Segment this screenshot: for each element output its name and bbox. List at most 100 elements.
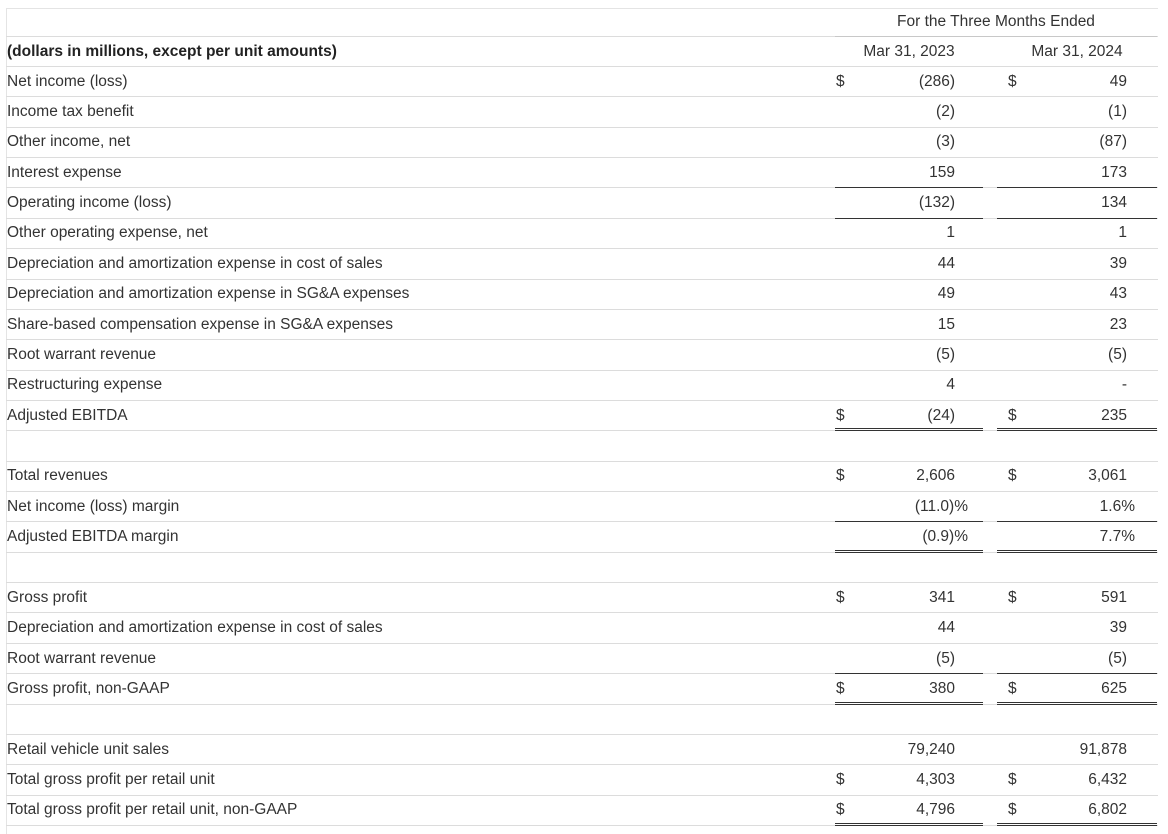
value-rule (835, 217, 983, 219)
value: 15 (937, 315, 955, 333)
row-label: Depreciation and amortization expense in… (7, 619, 383, 637)
currency: $ (836, 406, 845, 424)
table-row: Net income (loss) $ $ (286) 49 (6, 67, 1158, 98)
value-rule (997, 701, 1157, 705)
row-label: Root warrant revenue (7, 649, 157, 667)
row-label: Share-based compensation expense in SG&A… (7, 315, 394, 333)
row-label: Total gross profit per retail unit (7, 770, 215, 788)
table-row: Root warrant revenue (5) (5) (6, 644, 1158, 675)
value-rule (835, 187, 983, 189)
value: (24) (927, 406, 955, 424)
value: (5) (1108, 649, 1127, 667)
row-label: Net income (loss) (7, 72, 128, 90)
currency: $ (1008, 72, 1017, 90)
value-rule (997, 187, 1157, 189)
period-header: For the Three Months Ended (897, 13, 1095, 30)
value: (11.0)% (914, 497, 968, 515)
table-row: Total gross profit per retail unit, non-… (6, 796, 1158, 826)
table-row: Depreciation and amortization expense in… (6, 280, 1158, 310)
column-header: Mar 31, 2024 (1031, 42, 1123, 60)
spacer-row (6, 431, 1158, 462)
row-label: Depreciation and amortization expense in… (7, 254, 383, 272)
row-label: Other income, net (7, 133, 131, 151)
value-rule (835, 521, 983, 523)
value: 380 (929, 679, 955, 697)
currency: $ (1008, 770, 1017, 788)
value: (1) (1108, 103, 1127, 121)
value: 159 (929, 163, 955, 181)
value: (5) (936, 345, 955, 363)
value: (132) (918, 194, 955, 212)
spacer-row (6, 553, 1158, 584)
currency: $ (1008, 801, 1017, 819)
value-rule (997, 521, 1157, 523)
value: 44 (937, 254, 955, 272)
value: 6,432 (1088, 770, 1127, 788)
table-row: Income tax benefit (2) (1) (6, 97, 1158, 128)
value: 91,878 (1079, 740, 1127, 758)
currency: $ (836, 770, 845, 788)
value: 4,796 (916, 801, 955, 819)
value: 49 (1109, 72, 1127, 90)
row-label: Adjusted EBITDA margin (7, 528, 179, 546)
value: 235 (1101, 406, 1127, 424)
row-label: Root warrant revenue (7, 345, 157, 363)
currency: $ (836, 72, 845, 90)
value-rule (997, 217, 1157, 219)
value: 4,303 (916, 770, 955, 788)
value: 134 (1101, 194, 1127, 212)
table-row: Total revenues $ $2,606 3,061 (6, 462, 1158, 493)
header-row: For the Three Months Ended (6, 8, 1158, 37)
table-row: Interest expense 159 173 (6, 158, 1158, 189)
value: 6,802 (1088, 801, 1127, 819)
row-label: Interest expense (7, 163, 122, 181)
value: 1 (1118, 224, 1127, 242)
currency: $ (1008, 588, 1017, 606)
row-label: Gross profit (7, 588, 88, 606)
header-row: (dollars in millions, except per unit am… (6, 37, 1158, 67)
value-rule (997, 428, 1157, 432)
value-rule (835, 673, 983, 675)
row-label: Gross profit, non-GAAP (7, 679, 170, 697)
currency: $ (1008, 406, 1017, 424)
table-row: Net income (loss) margin (11.0)% 1.6% (6, 492, 1158, 523)
table-row: Gross profit, non-GAAP $ $380 625 (6, 674, 1158, 705)
currency: $ (1008, 679, 1017, 697)
value: (2) (936, 103, 955, 121)
row-label: Depreciation and amortization expense in… (7, 285, 410, 303)
header-rule (835, 36, 1157, 37)
value: 44 (937, 619, 955, 637)
value: (87) (1099, 133, 1127, 151)
row-label: Restructuring expense (7, 376, 163, 394)
currency: $ (836, 679, 845, 697)
row-label: Retail vehicle unit sales (7, 740, 169, 758)
value: 173 (1101, 163, 1127, 181)
row-label: Operating income (loss) (7, 194, 172, 212)
value: - (1121, 376, 1127, 394)
table-edge (6, 8, 7, 834)
value-rule (835, 701, 983, 705)
row-label: Adjusted EBITDA (7, 406, 128, 424)
spacer-row (6, 705, 1158, 735)
table-row: Share-based compensation expense in SG&A… (6, 310, 1158, 341)
value: 23 (1109, 315, 1127, 333)
value: 591 (1101, 588, 1127, 606)
units-header: (dollars in millions, except per unit am… (7, 42, 337, 60)
value: 39 (1109, 619, 1127, 637)
value: 43 (1109, 285, 1127, 303)
value: 4 (946, 376, 955, 394)
row-label: Income tax benefit (7, 103, 134, 121)
currency: $ (836, 467, 845, 485)
value: (5) (936, 649, 955, 667)
currency: $ (1008, 467, 1017, 485)
value: (5) (1108, 345, 1127, 363)
row-label: Other operating expense, net (7, 224, 208, 242)
value-rule (835, 428, 983, 432)
value: 39 (1109, 254, 1127, 272)
table-row: Other income, net (3) (87) (6, 128, 1158, 159)
value-rule (835, 822, 983, 826)
row-label: Net income (loss) margin (7, 497, 180, 515)
value: 341 (929, 588, 955, 606)
value-rule (997, 673, 1157, 675)
